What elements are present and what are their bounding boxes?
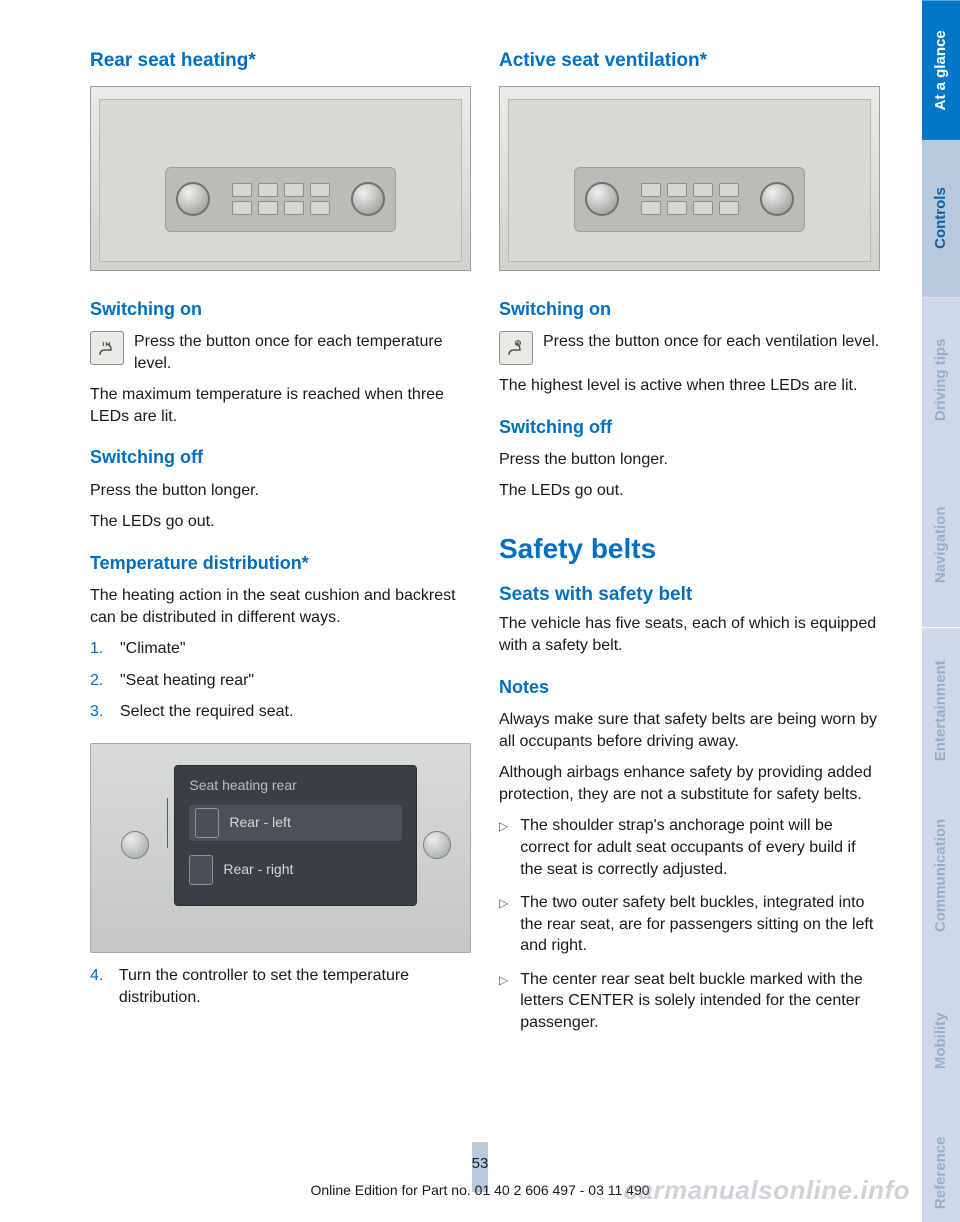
heading-seats-safety: Seats with safety belt (499, 582, 880, 608)
switch-off-p1-right: Press the button longer. (499, 449, 880, 471)
figure-bg (99, 99, 462, 262)
step-3: 3. Select the required seat. (90, 701, 471, 723)
notes-p1: Always make sure that safety belts are b… (499, 709, 880, 752)
tab-reference[interactable]: Reference (922, 1123, 960, 1222)
footer-edition-line: Online Edition for Part no. 01 40 2 606 … (310, 1181, 649, 1200)
idrive-row-right: Rear - right (189, 855, 402, 885)
step-4: 4. Turn the controller to set the tempera… (90, 965, 471, 1008)
heading-temp-dist: Temperature distribution* (90, 551, 471, 575)
seat-glyph-icon (195, 808, 219, 838)
left-column: Rear seat heating* Switching on Press th… (90, 48, 471, 1046)
step-num: 4. (90, 965, 107, 1008)
step-text: "Climate" (120, 638, 186, 660)
switch-on-icon-text: Press the button once for each ventilati… (543, 331, 879, 353)
step-num: 3. (90, 701, 108, 723)
notes-bullets: ▷The shoulder strap's anchorage point wi… (499, 815, 880, 1045)
heading-switching-on-left: Switching on (90, 297, 471, 321)
page-content: Rear seat heating* Switching on Press th… (90, 48, 880, 1046)
triangle-icon: ▷ (499, 969, 508, 1034)
callout-line (167, 798, 168, 848)
figure-bg (508, 99, 871, 262)
step-1: 1. "Climate" (90, 638, 471, 660)
bullet-text: The two outer safety belt buckles, integ… (520, 892, 880, 957)
dial-left-icon (585, 182, 619, 216)
heading-switching-on-right: Switching on (499, 297, 880, 321)
temp-dist-para: The heating action in the seat cushion a… (90, 585, 471, 628)
heading-switching-off-right: Switching off (499, 415, 880, 439)
right-column: Active seat ventilation* Switching on Pr… (499, 48, 880, 1046)
seat-vent-icon (499, 331, 533, 365)
tab-mobility[interactable]: Mobility (922, 958, 960, 1123)
switch-off-p2: The LEDs go out. (90, 511, 471, 533)
triangle-icon: ▷ (499, 892, 508, 957)
seat-heat-icon (90, 331, 124, 365)
switch-off-p1: Press the button longer. (90, 480, 471, 502)
dial-left-icon (176, 182, 210, 216)
bullet-item: ▷The two outer safety belt buckles, inte… (499, 892, 880, 957)
idrive-row-label: Rear - right (223, 860, 293, 879)
seat-glyph-icon (189, 855, 213, 885)
tab-entertainment[interactable]: Entertainment (922, 628, 960, 793)
figure-climate-panel-left (90, 86, 471, 271)
figure-control-panel (165, 167, 396, 231)
tab-navigation[interactable]: Navigation (922, 462, 960, 627)
icon-instruction: Press the button once for each temperatu… (90, 331, 471, 374)
figure-climate-panel-right (499, 86, 880, 271)
figure-control-panel (574, 167, 805, 231)
idrive-title: Seat heating rear (189, 776, 402, 795)
heading-safety-belts: Safety belts (499, 530, 880, 568)
switch-on-icon-text: Press the button once for each temperatu… (134, 331, 471, 374)
idrive-row-label: Rear - left (229, 813, 290, 832)
step-2: 2. "Seat heating rear" (90, 670, 471, 692)
notes-p2: Although airbags enhance safety by provi… (499, 762, 880, 805)
step-num: 2. (90, 670, 108, 692)
tab-controls[interactable]: Controls (922, 140, 960, 297)
heading-switching-off-left: Switching off (90, 445, 471, 469)
bullet-item: ▷The shoulder strap's anchorage point wi… (499, 815, 880, 880)
idrive-display: Seat heating rear Rear - left Rear - rig… (174, 765, 417, 906)
heading-rear-seat-heating: Rear seat heating* (90, 48, 471, 74)
bullet-text: The center rear seat belt buckle marked … (520, 969, 880, 1034)
section-tabs: At a glance Controls Driving tips Naviga… (922, 0, 960, 1222)
step-text: "Seat heating rear" (120, 670, 254, 692)
dial-right-icon (760, 182, 794, 216)
plus-knob-icon (423, 831, 451, 859)
tab-at-a-glance[interactable]: At a glance (922, 0, 960, 140)
watermark-text: carmanualsonline.info (624, 1173, 910, 1208)
icon-instruction: Press the button once for each ventilati… (499, 331, 880, 365)
heading-active-seat-vent: Active seat ventilation* (499, 48, 880, 74)
idrive-row-left: Rear - left (189, 805, 402, 841)
tab-driving-tips[interactable]: Driving tips (922, 297, 960, 462)
switch-off-p2-right: The LEDs go out. (499, 480, 880, 502)
triangle-icon: ▷ (499, 815, 508, 880)
figure-idrive-screen: Seat heating rear Rear - left Rear - rig… (90, 743, 471, 953)
controller-knob-icon (121, 831, 149, 859)
tab-communication[interactable]: Communication (922, 793, 960, 958)
step-text: Select the required seat. (120, 701, 293, 723)
dial-right-icon (351, 182, 385, 216)
step-num: 1. (90, 638, 108, 660)
step-text: Turn the controller to set the temperatu… (119, 965, 471, 1008)
steps-list: 1. "Climate" 2. "Seat heating rear" 3. Sele… (90, 638, 471, 733)
switch-on-para-right: The highest level is active when three L… (499, 375, 880, 397)
heading-notes: Notes (499, 675, 880, 699)
steps-list-cont: 4. Turn the controller to set the tempera… (90, 965, 471, 1018)
bullet-item: ▷The center rear seat belt buckle marked… (499, 969, 880, 1034)
seats-safety-para: The vehicle has five seats, each of whic… (499, 613, 880, 656)
switch-on-para: The maximum temperature is reached when … (90, 384, 471, 427)
page-number: 53 (458, 1154, 502, 1174)
bullet-text: The shoulder strap's anchorage point wil… (520, 815, 880, 880)
